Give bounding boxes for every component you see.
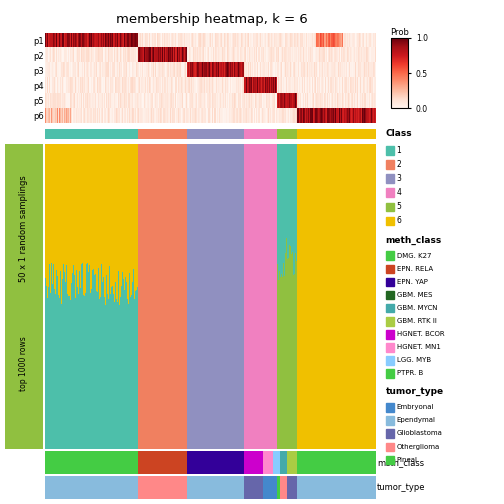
Text: top 1000 rows: top 1000 rows — [20, 336, 28, 391]
Text: GBM. MES: GBM. MES — [397, 292, 432, 298]
Text: Glioblastoma: Glioblastoma — [397, 430, 443, 436]
Text: tumor_type: tumor_type — [377, 483, 426, 492]
Text: DMG. K27: DMG. K27 — [397, 253, 431, 259]
Text: 50 x 1 random samplings: 50 x 1 random samplings — [20, 175, 28, 282]
Text: PTPR. B: PTPR. B — [397, 370, 423, 376]
Text: 5: 5 — [397, 202, 402, 211]
Text: Embryonal: Embryonal — [397, 404, 434, 410]
Text: LGG. MYB: LGG. MYB — [397, 357, 431, 363]
Text: Otherglioma: Otherglioma — [397, 444, 440, 450]
Text: 6: 6 — [397, 216, 402, 225]
Text: GBM. MYCN: GBM. MYCN — [397, 305, 437, 311]
Text: 4: 4 — [397, 188, 402, 197]
Text: GBM. RTK II: GBM. RTK II — [397, 318, 436, 324]
Text: meth_class: meth_class — [386, 235, 442, 244]
Text: HGNET. BCOR: HGNET. BCOR — [397, 331, 444, 337]
Text: meth_class: meth_class — [377, 458, 424, 467]
Text: EPN. RELA: EPN. RELA — [397, 266, 433, 272]
Text: 2: 2 — [397, 160, 401, 169]
Text: tumor_type: tumor_type — [386, 387, 444, 396]
Text: 1: 1 — [397, 146, 401, 155]
Text: HGNET. MN1: HGNET. MN1 — [397, 344, 440, 350]
Text: membership heatmap, k = 6: membership heatmap, k = 6 — [116, 13, 307, 26]
Text: EPN. YAP: EPN. YAP — [397, 279, 427, 285]
Title: Prob: Prob — [390, 28, 409, 37]
Text: Class: Class — [386, 129, 412, 138]
Text: 3: 3 — [397, 174, 402, 183]
Text: Ependymal: Ependymal — [397, 417, 435, 423]
Text: Pineal: Pineal — [397, 457, 418, 463]
